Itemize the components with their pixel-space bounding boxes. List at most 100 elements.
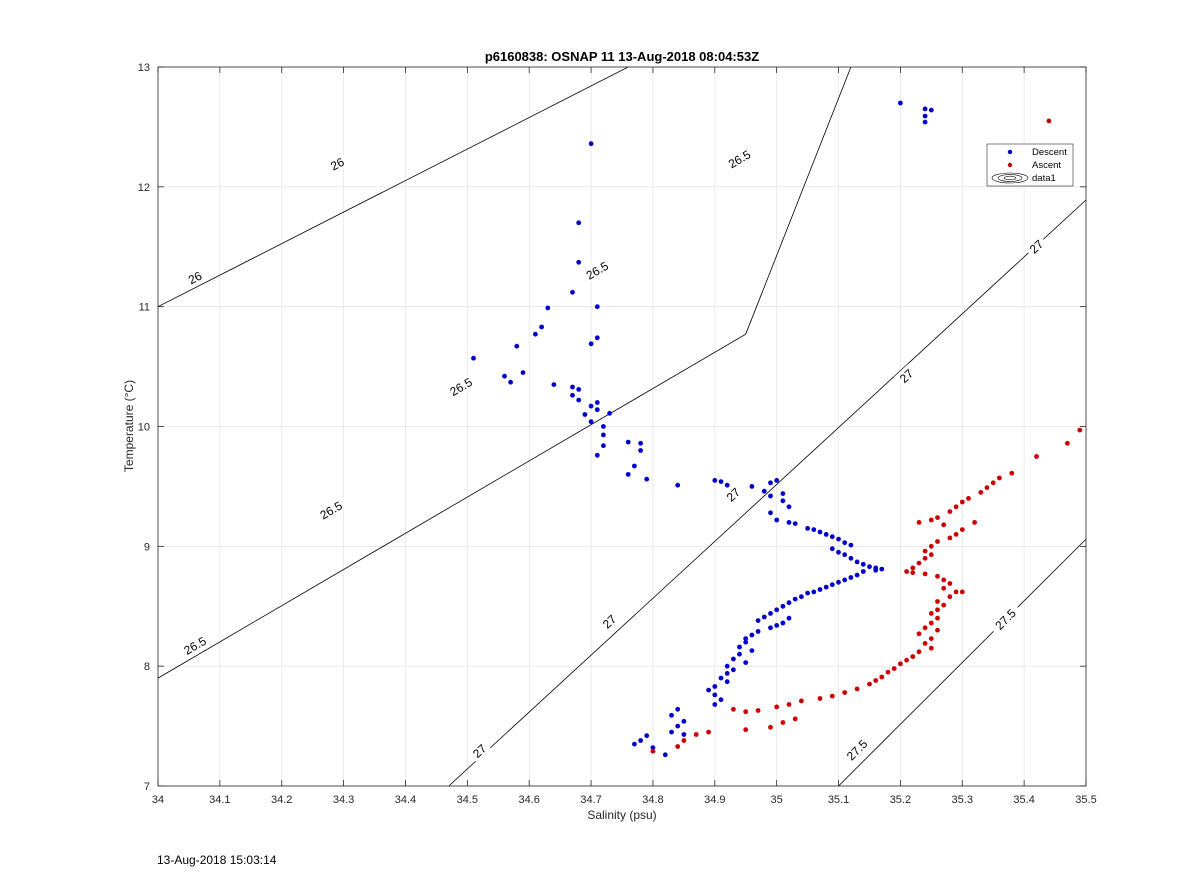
ascent-point — [922, 555, 928, 561]
contour-label: 27 — [596, 609, 622, 633]
descent-point — [780, 491, 786, 496]
descent-point — [520, 370, 526, 375]
legend-label-data1: data1 — [1032, 173, 1056, 184]
descent-point — [570, 384, 575, 390]
ascent-point — [935, 539, 940, 544]
contour-label-background — [1023, 234, 1048, 258]
descent-point — [854, 559, 860, 565]
ascent-point — [891, 666, 897, 671]
descent-point — [594, 335, 600, 341]
legend-label-descent: Descent — [1032, 147, 1067, 158]
descent-point — [755, 618, 761, 623]
ascent-point — [922, 571, 928, 577]
descent-point — [588, 419, 594, 425]
y-tick-label: 10 — [138, 422, 150, 434]
ascent-point — [867, 681, 872, 687]
descent-point — [508, 379, 513, 385]
axis-ticks: 34 34.1 34.2 34.3 34.4 34.5 34.6 34.7 34.8 34.9 35… — [138, 62, 1097, 806]
ascent-point — [755, 708, 761, 713]
ascent-point — [916, 649, 922, 655]
descent-point — [780, 498, 786, 504]
contour-line-26 — [158, 67, 629, 308]
descent-point — [718, 697, 724, 703]
x-tick-label: 35.2 — [890, 794, 911, 806]
descent-point — [922, 113, 928, 119]
ascent-point — [953, 589, 959, 595]
ascent-point — [743, 727, 749, 733]
descent-point — [823, 584, 829, 590]
descent-point — [829, 534, 835, 540]
descent-point — [743, 639, 749, 645]
chart-title: p6160838: OSNAP 11 13-Aug-2018 08:04:53Z — [485, 49, 759, 64]
descent-point — [737, 644, 742, 650]
ascent-point — [675, 744, 681, 749]
contour-label: 27 — [1023, 234, 1048, 258]
ascent-point — [935, 615, 940, 621]
descent-point — [712, 702, 718, 707]
y-tick-label: 7 — [144, 781, 150, 793]
ascent-point — [1046, 118, 1052, 124]
y-tick-label: 8 — [144, 661, 150, 673]
descent-point — [799, 594, 804, 600]
descent-point — [768, 493, 773, 499]
ascent-point — [935, 515, 940, 520]
descent-point — [638, 440, 643, 446]
descent-point — [724, 482, 730, 488]
descent-point — [860, 569, 866, 574]
descent-point — [842, 540, 848, 546]
descent-point — [638, 448, 643, 453]
x-tick-label: 34.8 — [642, 794, 663, 806]
descent-point — [582, 412, 588, 417]
descent-point — [829, 546, 835, 552]
ascent-point — [928, 620, 934, 626]
descent-point — [848, 542, 854, 548]
descent-point — [551, 382, 557, 387]
x-tick-label: 34.3 — [333, 794, 354, 806]
descent-point — [514, 343, 520, 349]
descent-point — [922, 106, 928, 112]
descent-point — [768, 625, 773, 631]
contour-label-background — [893, 363, 919, 388]
legend: Descent Ascent data1 — [986, 143, 1074, 187]
descent-point — [675, 482, 681, 488]
descent-point — [829, 582, 835, 588]
ascent-point — [959, 589, 965, 595]
descent-point — [594, 304, 600, 310]
ascent-point — [817, 696, 823, 701]
contour-label-text: 26 — [186, 268, 205, 287]
descent-point — [836, 579, 841, 585]
descent-point — [712, 684, 718, 689]
descent-point — [675, 706, 681, 712]
descent-point — [576, 220, 582, 226]
ascent-point — [966, 496, 971, 501]
descent-point — [737, 651, 742, 657]
descent-point — [681, 718, 687, 724]
ascent-point — [731, 706, 736, 712]
ascent-point — [928, 645, 934, 651]
descent-point — [632, 741, 637, 747]
descent-point — [854, 572, 860, 578]
descent-point — [774, 478, 780, 483]
ascent-point — [904, 657, 909, 663]
descent-point — [761, 614, 767, 620]
contour-label-background — [720, 482, 745, 506]
descent-point — [780, 620, 786, 626]
ascent-point — [935, 627, 940, 633]
descent-point — [786, 504, 792, 510]
descent-point — [848, 575, 854, 580]
x-axis-label: Salinity (psu) — [587, 808, 656, 822]
descent-point — [731, 667, 736, 673]
ascent-point — [922, 641, 928, 646]
contour-label: 27 — [466, 738, 492, 763]
descent-point — [860, 561, 866, 567]
legend-marker-descent — [1007, 149, 1013, 155]
contour-label: 27 — [893, 363, 919, 388]
descent-point — [792, 521, 798, 526]
y-axis-label: Temperature (°C) — [122, 380, 136, 472]
ascent-point — [953, 504, 959, 510]
descent-point — [712, 692, 718, 698]
legend-label-ascent: Ascent — [1032, 160, 1061, 171]
y-tick-label: 13 — [138, 62, 150, 74]
contour-label-background — [312, 494, 349, 525]
x-tick-label: 34.6 — [518, 794, 539, 806]
